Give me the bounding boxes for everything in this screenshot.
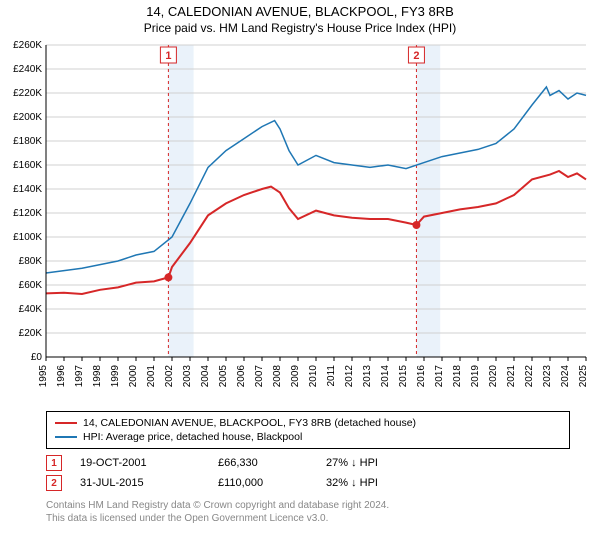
svg-text:2021: 2021 xyxy=(506,365,517,388)
svg-text:2015: 2015 xyxy=(398,365,409,388)
sale-badge-1: 1 xyxy=(46,455,62,471)
svg-text:2014: 2014 xyxy=(380,365,391,388)
svg-text:£240K: £240K xyxy=(13,64,42,75)
sale-row-2: 2 31-JUL-2015 £110,000 32% ↓ HPI xyxy=(46,473,570,493)
svg-text:2004: 2004 xyxy=(200,365,211,388)
svg-text:2025: 2025 xyxy=(578,365,589,388)
svg-text:2024: 2024 xyxy=(560,365,571,388)
svg-text:2000: 2000 xyxy=(128,365,139,388)
svg-text:2019: 2019 xyxy=(470,365,481,388)
svg-text:2002: 2002 xyxy=(164,365,175,388)
svg-text:£20K: £20K xyxy=(19,328,43,339)
svg-text:£80K: £80K xyxy=(19,256,43,267)
svg-text:2012: 2012 xyxy=(344,365,355,388)
legend-item-hpi: HPI: Average price, detached house, Blac… xyxy=(55,430,561,444)
svg-text:1996: 1996 xyxy=(56,365,67,388)
sale-date-1: 19-OCT-2001 xyxy=(80,457,200,469)
legend-label-hpi: HPI: Average price, detached house, Blac… xyxy=(83,431,302,443)
svg-text:£260K: £260K xyxy=(13,40,42,51)
svg-text:2001: 2001 xyxy=(146,365,157,388)
svg-text:2023: 2023 xyxy=(542,365,553,388)
svg-text:£40K: £40K xyxy=(19,304,43,315)
legend-swatch-property xyxy=(55,422,77,424)
svg-text:£120K: £120K xyxy=(13,208,42,219)
title-block: 14, CALEDONIAN AVENUE, BLACKPOOL, FY3 8R… xyxy=(0,0,600,35)
svg-text:2008: 2008 xyxy=(272,365,283,388)
svg-text:2017: 2017 xyxy=(434,365,445,388)
footer-line-1: Contains HM Land Registry data © Crown c… xyxy=(46,499,570,512)
svg-text:£180K: £180K xyxy=(13,136,42,147)
legend-item-property: 14, CALEDONIAN AVENUE, BLACKPOOL, FY3 8R… xyxy=(55,416,561,430)
svg-text:2006: 2006 xyxy=(236,365,247,388)
svg-text:2005: 2005 xyxy=(218,365,229,388)
svg-text:£160K: £160K xyxy=(13,160,42,171)
sale-badge-2: 2 xyxy=(46,475,62,491)
sale-pct-1: 27% ↓ HPI xyxy=(326,457,436,469)
svg-text:£220K: £220K xyxy=(13,88,42,99)
svg-text:2016: 2016 xyxy=(416,365,427,388)
chart-title: 14, CALEDONIAN AVENUE, BLACKPOOL, FY3 8R… xyxy=(0,4,600,19)
svg-text:1: 1 xyxy=(165,50,171,62)
sale-row-1: 1 19-OCT-2001 £66,330 27% ↓ HPI xyxy=(46,453,570,473)
sale-date-2: 31-JUL-2015 xyxy=(80,477,200,489)
legend-label-property: 14, CALEDONIAN AVENUE, BLACKPOOL, FY3 8R… xyxy=(83,417,416,429)
legend: 14, CALEDONIAN AVENUE, BLACKPOOL, FY3 8R… xyxy=(46,411,570,449)
sale-price-2: £110,000 xyxy=(218,477,308,489)
sales-table: 1 19-OCT-2001 £66,330 27% ↓ HPI 2 31-JUL… xyxy=(46,453,570,493)
svg-text:1999: 1999 xyxy=(110,365,121,388)
svg-text:1997: 1997 xyxy=(74,365,85,388)
svg-text:£100K: £100K xyxy=(13,232,42,243)
svg-text:2020: 2020 xyxy=(488,365,499,388)
svg-text:2003: 2003 xyxy=(182,365,193,388)
svg-text:1998: 1998 xyxy=(92,365,103,388)
sale-price-1: £66,330 xyxy=(218,457,308,469)
footer: Contains HM Land Registry data © Crown c… xyxy=(46,499,570,525)
svg-text:£0: £0 xyxy=(31,352,43,363)
svg-text:2: 2 xyxy=(413,50,419,62)
legend-swatch-hpi xyxy=(55,436,77,438)
footer-line-2: This data is licensed under the Open Gov… xyxy=(46,512,570,525)
svg-text:£60K: £60K xyxy=(19,280,43,291)
svg-text:1995: 1995 xyxy=(38,365,49,388)
svg-text:2007: 2007 xyxy=(254,365,265,388)
sale-pct-2: 32% ↓ HPI xyxy=(326,477,436,489)
svg-text:2009: 2009 xyxy=(290,365,301,388)
svg-text:£140K: £140K xyxy=(13,184,42,195)
price-chart: £0 £20K £40K £60K £80K £100K £120K £140K £160K £1… xyxy=(0,35,600,405)
svg-text:2022: 2022 xyxy=(524,365,535,388)
svg-text:2011: 2011 xyxy=(326,365,337,387)
chart-subtitle: Price paid vs. HM Land Registry's House … xyxy=(0,21,600,35)
svg-text:2018: 2018 xyxy=(452,365,463,388)
chart-area: £0 £20K £40K £60K £80K £100K £120K £140K £160K £1… xyxy=(0,35,600,405)
svg-text:2013: 2013 xyxy=(362,365,373,388)
svg-text:£200K: £200K xyxy=(13,112,42,123)
svg-text:2010: 2010 xyxy=(308,365,319,388)
